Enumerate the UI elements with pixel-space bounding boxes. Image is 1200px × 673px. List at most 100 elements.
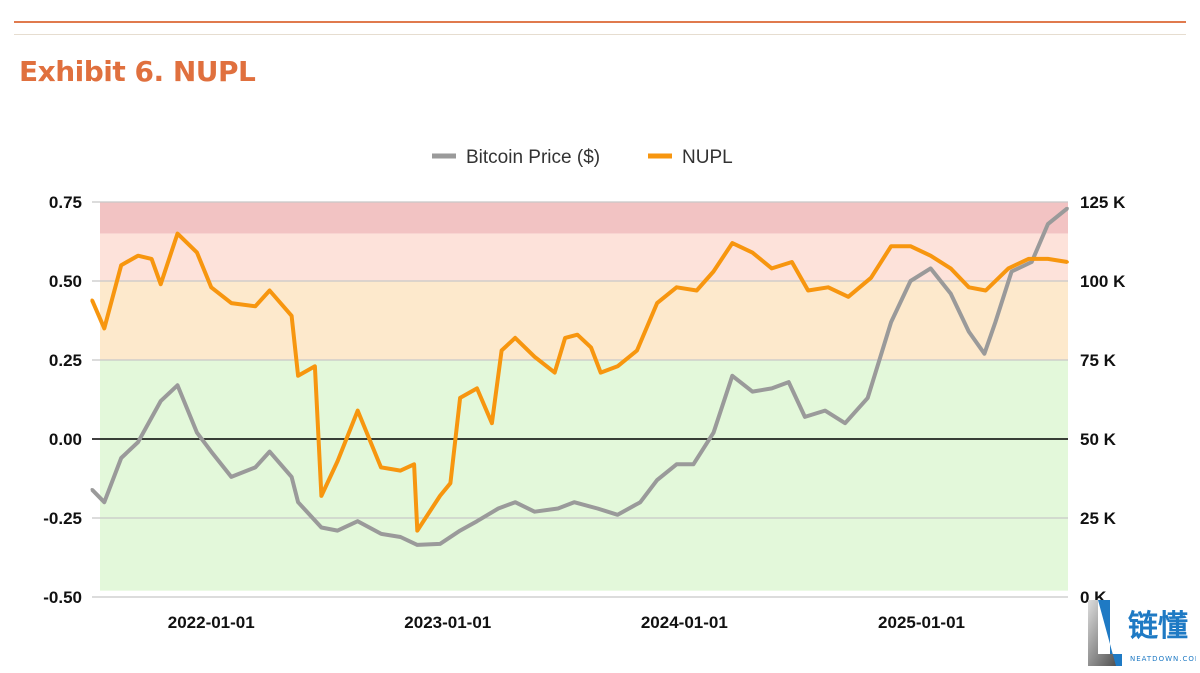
neatdown-watermark-logo: 链懂 NEATDOWN.COM [1086,598,1200,668]
nupl-point [313,364,317,368]
y-left-tick-label: 0.50 [49,272,82,291]
nupl-point [438,494,442,498]
price-point [929,266,933,270]
nupl-point [967,285,971,289]
price-point [290,475,294,479]
nupl-point [869,276,873,280]
nupl-point [290,314,294,318]
nupl-point [846,295,850,299]
legend-label-nupl: NUPL [682,147,733,168]
nupl-point [458,396,462,400]
y-left-tick-label: 0.25 [49,351,82,370]
nupl-point [563,336,567,340]
nupl-point [826,285,830,289]
price-point [616,513,620,517]
legend-label-price: Bitcoin Price ($) [466,147,600,168]
zone-band-1 [100,233,1068,281]
top-accent-rule [14,21,1186,23]
nupl-point [102,326,106,330]
price-point [398,535,402,539]
nupl-point [513,336,517,340]
price-point [496,507,500,511]
price-point [1065,206,1069,210]
y-left-tick-label: 0.75 [49,193,82,212]
y-left-tick-label: -0.25 [43,509,82,528]
nupl-point [1006,266,1010,270]
y-right-tick-label: 75 K [1080,351,1117,370]
y-right-tick-label: 25 K [1080,509,1117,528]
price-point [379,532,383,536]
top-divider [14,34,1186,35]
nupl-point [209,285,213,289]
nupl-point [712,270,716,274]
price-point [458,529,462,533]
price-point [209,450,213,454]
nupl-point [268,288,272,292]
price-point [253,465,257,469]
nupl-point [136,254,140,258]
nupl-point [655,301,659,305]
nupl-point [1065,260,1069,264]
nupl-point [806,288,810,292]
nupl-point [929,254,933,258]
nupl-point [379,465,383,469]
price-point [556,507,560,511]
nupl-point [616,364,620,368]
nupl-point [475,386,479,390]
price-point [675,462,679,466]
nupl-point [398,469,402,473]
price-point [102,500,106,504]
price-point [356,519,360,523]
price-point [319,525,323,529]
nupl-point [599,371,603,375]
price-point [770,386,774,390]
legend: Bitcoin Price ($) NUPL [432,147,733,168]
price-point [787,380,791,384]
y-left-tick-label: -0.50 [43,588,82,607]
price-point [513,500,517,504]
price-point [475,519,479,523]
nupl-point [150,257,154,261]
price-point [823,409,827,413]
nupl-point [319,494,323,498]
price-point [993,320,997,324]
x-tick-label: 2025-01-01 [878,613,965,632]
price-point [229,475,233,479]
nupl-point [119,263,123,267]
nupl-point [770,266,774,270]
price-point [336,529,340,533]
price-point [866,396,870,400]
price-point [195,431,199,435]
price-point [730,374,734,378]
nupl-point [490,421,494,425]
nupl-point [296,374,300,378]
nupl-point [159,282,163,286]
y-right-tick-label: 50 K [1080,430,1117,449]
nupl-point [553,371,557,375]
nupl-point [500,349,504,353]
nupl-point [1046,257,1050,261]
nupl-point [415,529,419,533]
nupl-point [984,288,988,292]
nupl-point [949,266,953,270]
price-point [595,507,599,511]
nupl-point [575,333,579,337]
zone-band-0 [100,202,1068,234]
price-point [712,431,716,435]
price-point [1046,222,1050,226]
price-point [119,456,123,460]
exhibit-title: Exhibit 6. NUPL [19,55,256,88]
price-point [159,399,163,403]
y-left-tick-label: 0.00 [49,430,82,449]
nupl-point [909,244,913,248]
x-tick-label: 2024-01-01 [641,613,728,632]
nupl-point [229,301,233,305]
nupl-point [730,241,734,245]
x-tick-label: 2023-01-01 [404,613,491,632]
price-point [1030,260,1034,264]
nupl-point [790,260,794,264]
nupl-point [889,244,893,248]
price-point [949,292,953,296]
y-right-tick-label: 125 K [1080,193,1126,212]
